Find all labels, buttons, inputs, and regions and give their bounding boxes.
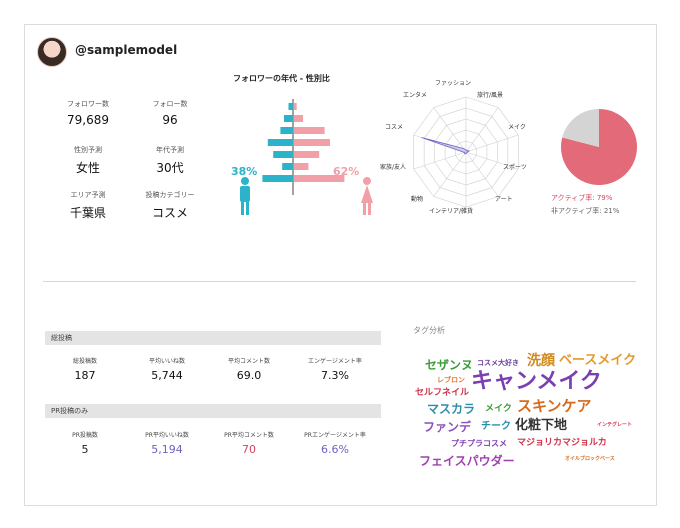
radar-label-travel: 旅行/風景 xyxy=(477,92,504,99)
radar-spoke xyxy=(465,151,519,170)
female-bar xyxy=(294,127,325,134)
radar-label-sports: スポーツ xyxy=(503,164,527,171)
stat-label-area: エリア予測 xyxy=(70,191,106,199)
username[interactable]: @samplemodel xyxy=(75,43,178,57)
stat-value-followers: 79,689 xyxy=(67,113,109,127)
pr-posts-label-count: PR投稿数 xyxy=(72,432,98,439)
tag-word[interactable]: セルフネイル xyxy=(415,388,470,398)
radar-label-cosme: コスメ xyxy=(385,124,404,131)
profile-card: @samplemodel フォロワー数 79,689 フォロー数 96 性別予測… xyxy=(24,24,657,506)
radar-spoke xyxy=(433,151,467,197)
male-icon xyxy=(240,177,250,215)
tag-word-cloud: セザンヌ コスメ大好き 洗顔 ベースメイク レブロン キャンメイク セルフネイル… xyxy=(413,347,645,467)
female-bar xyxy=(294,163,309,170)
stat-label-following: フォロー数 xyxy=(152,100,188,108)
all-posts-label-count: 総投稿数 xyxy=(72,358,97,365)
radar-label-family: 家族/友人 xyxy=(380,164,407,171)
radar-chart xyxy=(413,96,519,208)
age-gender-title: フォロワーの年代 - 性別比 xyxy=(233,74,330,83)
male-bar xyxy=(284,115,293,122)
stat-value-gender: 女性 xyxy=(75,161,100,175)
female-bar xyxy=(294,103,297,110)
all-posts-value-comments: 69.0 xyxy=(236,369,262,382)
tag-word[interactable]: インテグレート xyxy=(597,422,633,428)
tag-word[interactable]: セザンヌ xyxy=(425,358,474,372)
female-bar xyxy=(294,115,303,122)
tag-word[interactable]: コスメ大好き xyxy=(477,359,519,367)
radar-series xyxy=(421,137,471,155)
male-pct: 38% xyxy=(231,165,258,178)
radar-spoke xyxy=(433,107,467,153)
pr-posts-value-comments: 70 xyxy=(242,443,256,456)
tag-word[interactable]: レブロン xyxy=(437,376,465,384)
male-bar xyxy=(262,175,293,182)
pie-slice-inactive xyxy=(562,109,599,147)
tag-word[interactable]: スキンケア xyxy=(517,397,592,415)
pr-posts-label-engagement: PRエンゲージメント率 xyxy=(304,432,366,439)
female-icon xyxy=(361,177,373,215)
radar-spoke xyxy=(465,151,499,197)
tag-word[interactable]: 化粧下地 xyxy=(515,418,568,433)
radar-label-interior: インテリア/雑貨 xyxy=(429,208,474,215)
tag-word[interactable]: プチプラコスメ xyxy=(451,439,507,448)
all-posts-label-engagement: エンゲージメント率 xyxy=(308,358,362,365)
pr-posts-value-count: 5 xyxy=(81,443,89,456)
male-bar xyxy=(280,127,293,134)
tag-word[interactable]: 洗顔 xyxy=(527,353,555,369)
stat-label-age: 年代予測 xyxy=(156,146,184,154)
all-posts-label-likes: 平均いいね数 xyxy=(148,358,185,365)
radar-label-makeup: メイク xyxy=(508,124,526,131)
tag-word[interactable]: チーク xyxy=(481,421,511,432)
male-bar xyxy=(288,103,293,110)
stat-label-gender: 性別予測 xyxy=(74,146,102,154)
tag-word[interactable]: フェイスパウダー xyxy=(419,454,515,468)
pr-posts-label-likes: PR平均いいね数 xyxy=(145,432,189,439)
male-bar xyxy=(267,139,293,146)
pr-posts-value-likes: 5,194 xyxy=(151,443,183,456)
female-bar xyxy=(294,139,330,146)
male-bar xyxy=(273,151,293,158)
stat-value-following: 96 xyxy=(162,113,178,127)
avatar[interactable] xyxy=(37,37,67,67)
all-posts-label-comments: 平均コメント数 xyxy=(227,358,270,365)
all-posts-header: 総投稿 xyxy=(45,331,381,345)
tag-word[interactable]: ファンデ xyxy=(423,420,472,434)
tag-word[interactable]: マスカラ xyxy=(427,402,476,416)
section-divider xyxy=(43,281,636,282)
radar-label-animals: 動物 xyxy=(411,196,424,203)
all-posts-value-likes: 5,744 xyxy=(151,369,183,382)
active-pie-chart xyxy=(561,109,637,185)
pr-posts-label-comments: PR平均コメント数 xyxy=(224,432,274,439)
female-bar xyxy=(294,175,345,182)
inactive-rate-label: 非アクティブ率: 21% xyxy=(551,207,620,215)
stat-label-category: 投稿カテゴリー xyxy=(145,191,195,199)
tag-analysis-title: タグ分析 xyxy=(413,326,445,335)
radar-label-art: アート xyxy=(495,196,513,203)
tag-word[interactable]: オイルブロックベース xyxy=(565,456,615,462)
tag-word[interactable]: ベースメイク xyxy=(559,353,637,368)
stat-value-area: 千葉県 xyxy=(69,206,106,220)
radar-label-fashion: ファッション xyxy=(435,80,472,87)
stat-value-category: コスメ xyxy=(151,206,188,220)
pr-posts-header: PR投稿のみ xyxy=(45,404,381,418)
pr-posts-value-engagement: 6.6% xyxy=(321,443,349,456)
radar-spoke xyxy=(413,151,467,170)
radar-label-entame: エンタメ xyxy=(403,92,427,99)
tag-word[interactable]: メイク xyxy=(485,404,512,414)
tag-word[interactable]: キャンメイク xyxy=(471,369,602,394)
radar-spoke xyxy=(465,107,499,153)
stat-value-age: 30代 xyxy=(156,161,184,175)
active-rate-label: アクティブ率: 79% xyxy=(551,194,613,202)
male-bar xyxy=(282,163,293,170)
female-bar xyxy=(294,151,320,158)
all-posts-value-count: 187 xyxy=(74,369,96,382)
all-posts-value-engagement: 7.3% xyxy=(321,369,349,382)
tag-word[interactable]: マジョリカマジョルカ xyxy=(517,438,607,448)
stat-label-followers: フォロワー数 xyxy=(67,100,109,108)
female-pct: 62% xyxy=(333,165,360,178)
age-gender-chart xyxy=(240,99,373,215)
radar-spoke xyxy=(465,134,519,153)
